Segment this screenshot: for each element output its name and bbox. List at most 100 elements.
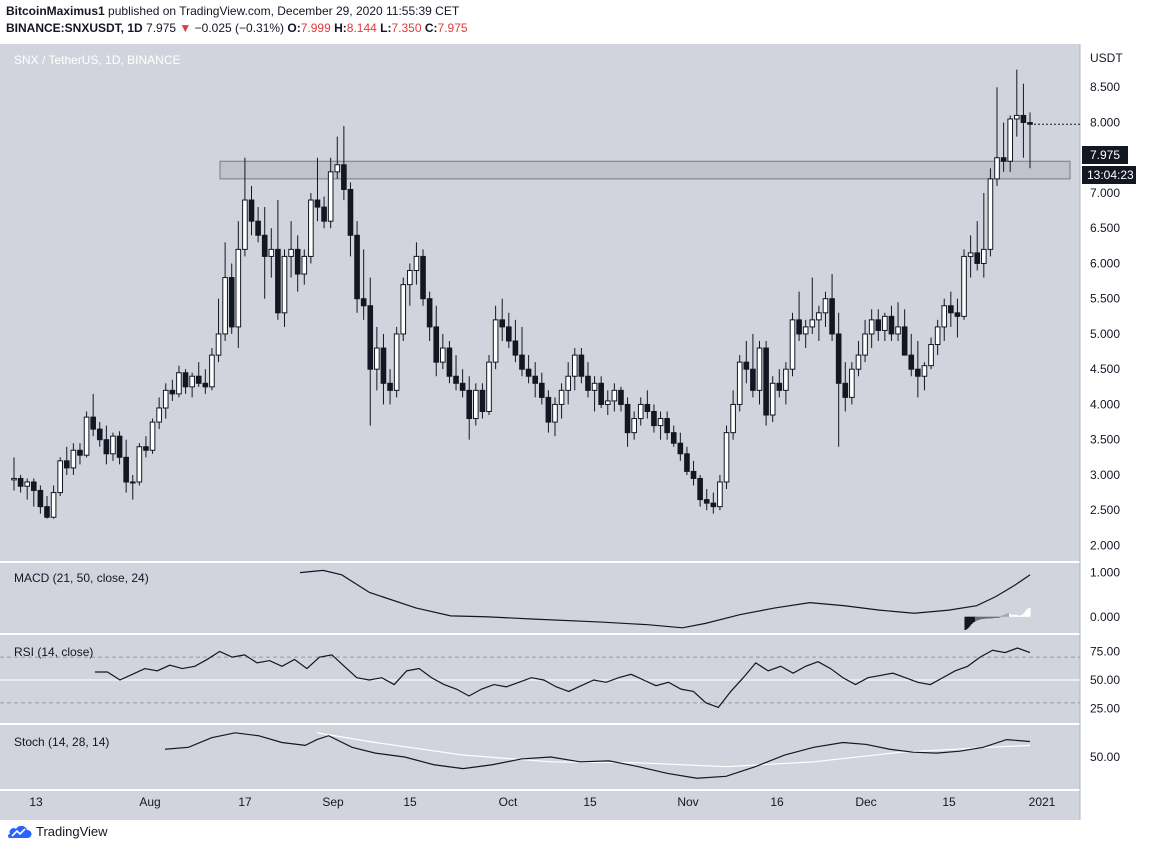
candle-body bbox=[354, 234, 360, 300]
candle-body bbox=[24, 481, 31, 487]
candle-body bbox=[637, 403, 644, 420]
candle-body bbox=[538, 382, 545, 398]
price-tick-label: 6.000 bbox=[1090, 256, 1120, 270]
candle-body bbox=[195, 375, 202, 384]
candle-body bbox=[83, 416, 90, 456]
price-tick-label: 3.000 bbox=[1090, 468, 1120, 482]
macd-histogram-bar bbox=[995, 616, 997, 618]
candle-body bbox=[1000, 157, 1007, 162]
low-label: L: bbox=[380, 21, 392, 35]
price-axis[interactable]: 8.5008.0007.5007.0006.5006.0005.5005.000… bbox=[1090, 80, 1120, 552]
macd-histogram-bar bbox=[964, 616, 966, 630]
macd-histogram-bar bbox=[990, 616, 993, 619]
countdown-tag-text: 13:04:23 bbox=[1087, 168, 1134, 182]
chart-area[interactable]: 8.5008.0007.5007.0006.5006.0005.5005.000… bbox=[0, 44, 1152, 820]
candle-body bbox=[624, 403, 631, 434]
candle-body bbox=[149, 421, 156, 451]
candle-body bbox=[433, 326, 440, 363]
macd-histogram-bar bbox=[1002, 614, 1005, 617]
candle-body bbox=[387, 382, 393, 391]
high-value: 8.144 bbox=[346, 21, 377, 35]
macd-histogram-bar bbox=[1018, 615, 1021, 617]
macd-histogram-bar bbox=[997, 616, 1000, 618]
macd-histogram-bar bbox=[1028, 608, 1030, 617]
price-tick-label: 5.000 bbox=[1090, 327, 1120, 341]
macd-histogram-bar bbox=[1027, 608, 1029, 617]
rsi-line bbox=[95, 647, 1031, 709]
candle-body bbox=[162, 389, 169, 409]
macd-histogram-bar bbox=[1007, 613, 1009, 617]
candle-body bbox=[327, 171, 334, 222]
candle-body bbox=[1007, 118, 1014, 162]
macd-histogram-bar bbox=[985, 616, 987, 619]
macd-tick-label: 0.000 bbox=[1090, 610, 1120, 624]
candle-body bbox=[63, 460, 70, 469]
candle-body bbox=[400, 284, 407, 335]
macd-histogram-bar bbox=[1021, 614, 1023, 617]
macd-histogram-bar bbox=[1014, 614, 1016, 617]
publisher-name[interactable]: BitcoinMaximus1 bbox=[6, 4, 105, 18]
resistance-zone-box bbox=[219, 160, 1071, 180]
macd-histogram-bar bbox=[988, 616, 990, 619]
candle-body bbox=[571, 354, 578, 377]
candle-body bbox=[743, 361, 750, 370]
candle-body bbox=[565, 375, 571, 391]
candle-body bbox=[809, 319, 816, 328]
macd-histogram-bar bbox=[1002, 615, 1004, 617]
candle-body bbox=[723, 432, 730, 483]
macd-histogram-bar bbox=[973, 616, 975, 623]
macd-histogram-bar bbox=[975, 616, 978, 621]
macd-histogram-bar bbox=[972, 616, 974, 623]
candle-body bbox=[116, 435, 123, 458]
candle-body bbox=[473, 389, 479, 420]
candle-body bbox=[684, 453, 690, 472]
time-tick-label: 2021 bbox=[1029, 795, 1056, 809]
rsi-tick-label: 75.00 bbox=[1090, 644, 1120, 658]
candle-body bbox=[466, 389, 473, 420]
tradingview-cloud-icon bbox=[8, 825, 32, 838]
macd-histogram-bar bbox=[984, 616, 987, 619]
price-tick-label: 6.500 bbox=[1090, 221, 1120, 235]
last-price: 7.975 bbox=[146, 21, 177, 35]
macd-histogram-bar bbox=[981, 616, 983, 620]
macd-histogram-bar bbox=[965, 616, 967, 630]
price-tick-label: 3.500 bbox=[1090, 433, 1120, 447]
tradingview-logo[interactable]: TradingView bbox=[6, 824, 108, 839]
candle-body bbox=[901, 326, 908, 356]
macd-histogram-bar bbox=[977, 616, 980, 620]
candle-body bbox=[334, 164, 341, 173]
macd-histogram-bar bbox=[988, 616, 991, 619]
stoch-d-line bbox=[316, 732, 1031, 768]
candle-body bbox=[380, 347, 387, 384]
candle-body bbox=[934, 326, 941, 346]
candle-body bbox=[750, 368, 756, 391]
macd-histogram-bar bbox=[981, 616, 984, 619]
candle-body bbox=[242, 199, 248, 250]
price-tick-label: 8.000 bbox=[1090, 115, 1120, 129]
time-tick-label: 15 bbox=[583, 795, 597, 809]
time-tick-label: 17 bbox=[238, 795, 252, 809]
macd-histogram-bar bbox=[1016, 614, 1018, 617]
last-price-tag bbox=[1082, 146, 1128, 164]
candle-body bbox=[868, 319, 875, 335]
time-axis[interactable]: 13 Aug 17 Sep 15 Oct 15 Nov 16 Dec 15 2021 bbox=[29, 795, 1055, 809]
candle-body bbox=[802, 326, 809, 335]
high-label: H: bbox=[334, 21, 347, 35]
macd-histogram-bar bbox=[1010, 614, 1013, 617]
macd-histogram-bar bbox=[967, 616, 969, 629]
candle-body bbox=[895, 326, 901, 335]
macd-histogram-bar bbox=[1024, 611, 1027, 617]
candle-body bbox=[697, 477, 703, 501]
candle-body bbox=[862, 333, 868, 356]
candle-body bbox=[796, 319, 802, 335]
candle-body bbox=[585, 375, 591, 391]
candle-body bbox=[209, 354, 215, 388]
macd-histogram-bar bbox=[976, 616, 979, 621]
stoch-tick-label: 50.00 bbox=[1090, 750, 1120, 764]
candle-body bbox=[690, 470, 697, 479]
candle-body bbox=[261, 234, 268, 257]
macd-histogram-bar bbox=[1029, 607, 1031, 617]
chart-title: SNX / TetherUS, 1D, BINANCE bbox=[14, 53, 181, 67]
candle-body bbox=[730, 403, 736, 434]
candle-body bbox=[222, 277, 228, 335]
